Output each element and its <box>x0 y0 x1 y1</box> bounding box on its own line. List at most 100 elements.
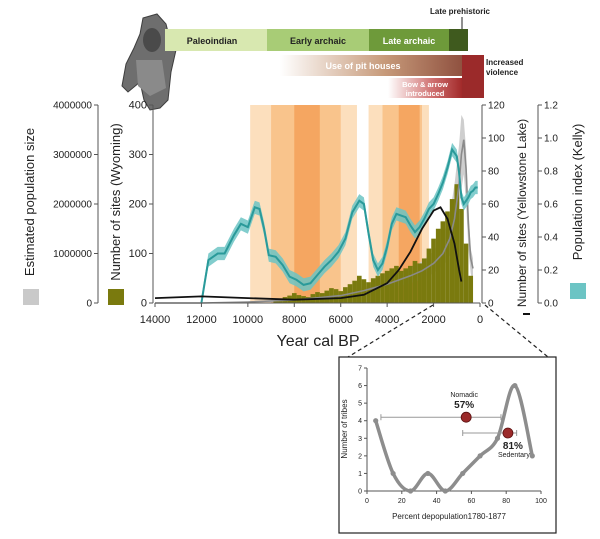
sites_yellowstone-tick-label: 100 <box>488 134 505 145</box>
inset-x-tick-label: 20 <box>398 498 406 505</box>
wyoming-bar <box>435 228 441 303</box>
wyoming-bar <box>380 273 385 303</box>
population_size-tick-label: 0 <box>86 299 92 310</box>
sites_wyoming-tick-label: 0 <box>141 298 147 310</box>
late-prehistoric-label: Late prehistoric <box>430 7 491 16</box>
inset-data-point <box>494 435 501 441</box>
sites_yellowstone-tick-label: 60 <box>488 200 500 211</box>
population_index-tick-label: 0.2 <box>544 266 558 277</box>
wyoming-bar <box>273 300 279 303</box>
inset-y-tick-label: 6 <box>358 383 362 390</box>
x-tick-label: 12000 <box>186 314 217 326</box>
x-tick-label: 6000 <box>328 314 352 326</box>
violence-label-line1: Increased <box>486 58 523 67</box>
wyoming-bar <box>412 260 418 303</box>
population_size-tick-label: 4000000 <box>53 101 92 112</box>
population_size-tick-label: 2000000 <box>53 200 92 211</box>
population-size-axis: 0 1000000 2000000 3000000 4000000 <box>53 101 99 310</box>
shaded-band-2 <box>294 105 320 303</box>
population_size-tick-label: 3000000 <box>53 150 92 161</box>
bow-arrow-label-line2: introduced <box>406 89 445 98</box>
wyoming-bar <box>375 275 381 303</box>
inset-x-axis-title: Percent depopulation1780-1877 <box>392 512 506 521</box>
population-size-axis-title: Estimated population size <box>22 128 37 276</box>
bow-arrow-bar <box>388 78 462 98</box>
inset-data-point <box>373 418 379 424</box>
population-index-axis: 0.0 0.2 0.4 0.6 0.8 1.0 1.2 <box>537 101 558 310</box>
sites_yellowstone-tick-label: 40 <box>488 233 500 244</box>
group-value-label: 81% <box>503 441 523 452</box>
late-prehistoric-bar <box>449 29 468 51</box>
inset-y-tick-label: 0 <box>358 489 362 496</box>
x-tick-label: 2000 <box>421 314 445 326</box>
wyoming-bar <box>384 270 390 303</box>
wyoming-bar <box>459 208 464 303</box>
inset-axes: 0 20 40 60 80 100 0 1 2 3 4 5 6 7 <box>358 366 547 506</box>
population_index-tick-label: 0.6 <box>544 200 558 211</box>
sites_wyoming-tick-label: 300 <box>129 149 147 161</box>
inset-data-point <box>460 470 466 477</box>
inset-x-tick-label: 100 <box>535 498 547 505</box>
wyoming-bar <box>463 243 469 303</box>
pit-houses-bar <box>280 55 470 76</box>
x-tick-label: 8000 <box>282 314 306 326</box>
yellowstone-axis-title: Number of sites (Yellowstone Lake) <box>515 119 529 307</box>
yellowstone-series <box>154 206 463 301</box>
violence-bar <box>462 55 484 98</box>
zoom-callout <box>347 304 549 358</box>
wyoming-bar <box>421 258 427 303</box>
sites_yellowstone-tick-label: 80 <box>488 167 500 178</box>
group-value-label: 57% <box>454 400 474 411</box>
sites_wyoming-tick-label: 100 <box>129 248 147 260</box>
wyoming-bar <box>449 199 455 303</box>
population_index-tick-label: 1.0 <box>544 134 558 145</box>
inset-y-tick-label: 5 <box>358 401 362 408</box>
population-index-series <box>200 142 478 304</box>
wyoming-bar <box>454 184 460 303</box>
wyoming-bar <box>417 263 422 303</box>
early-archaic-bar <box>267 29 369 51</box>
shaded-band-5 <box>398 105 420 303</box>
wyoming-bar <box>440 221 446 303</box>
wyoming-bar <box>408 265 413 303</box>
x-axis-title: Year cal BP <box>276 333 359 350</box>
wyoming-bar <box>468 275 474 303</box>
sites_yellowstone-tick-label: 120 <box>488 101 505 112</box>
population-index-axis-title: Population index (Kelly) <box>570 124 585 261</box>
group-point <box>460 411 472 423</box>
yellowstone-line <box>154 206 463 301</box>
early-archaic-label: Early archaic <box>290 36 346 46</box>
population-index-swatch <box>570 283 586 299</box>
population-size-swatch <box>23 289 39 305</box>
population_index-tick-label: 1.2 <box>544 101 558 112</box>
inset-y-axis-title: Number of tribes <box>340 399 349 458</box>
main-chart: 14000 12000 10000 8000 6000 4000 2000 0 Year ca… <box>22 100 586 350</box>
group-point <box>502 427 514 439</box>
group-label: Sedentary <box>498 452 530 459</box>
stone-figure-icon <box>121 13 177 111</box>
inset-data-point <box>512 382 518 389</box>
shaded-bands <box>250 105 429 303</box>
x-tick-label: 14000 <box>140 314 171 326</box>
wyoming-bar <box>398 270 404 303</box>
population_index-tick-label: 0.0 <box>544 299 558 310</box>
x-tick-label: 10000 <box>233 314 264 326</box>
x-tick-label: 4000 <box>375 314 399 326</box>
inset-tribes-line <box>373 382 535 494</box>
wyoming-bar <box>291 293 297 303</box>
x-tick-label: 0 <box>477 314 483 326</box>
wyoming-bar <box>338 291 344 303</box>
bow-arrow-label-line1: Bow & arrow <box>402 80 448 89</box>
wyoming-axis: 0 100 200 300 400 <box>129 100 154 310</box>
inset-smooth-line <box>374 383 535 493</box>
inset-y-tick-label: 4 <box>358 418 362 425</box>
inset-data-point <box>529 453 535 459</box>
sites_wyoming-tick-label: 200 <box>129 199 147 211</box>
inset-x-tick-label: 0 <box>365 498 369 505</box>
period-timeline: Paleoindian Early archaic Late archaic L… <box>121 7 523 111</box>
inset-frame <box>338 356 557 534</box>
inset-data-point <box>425 470 431 477</box>
